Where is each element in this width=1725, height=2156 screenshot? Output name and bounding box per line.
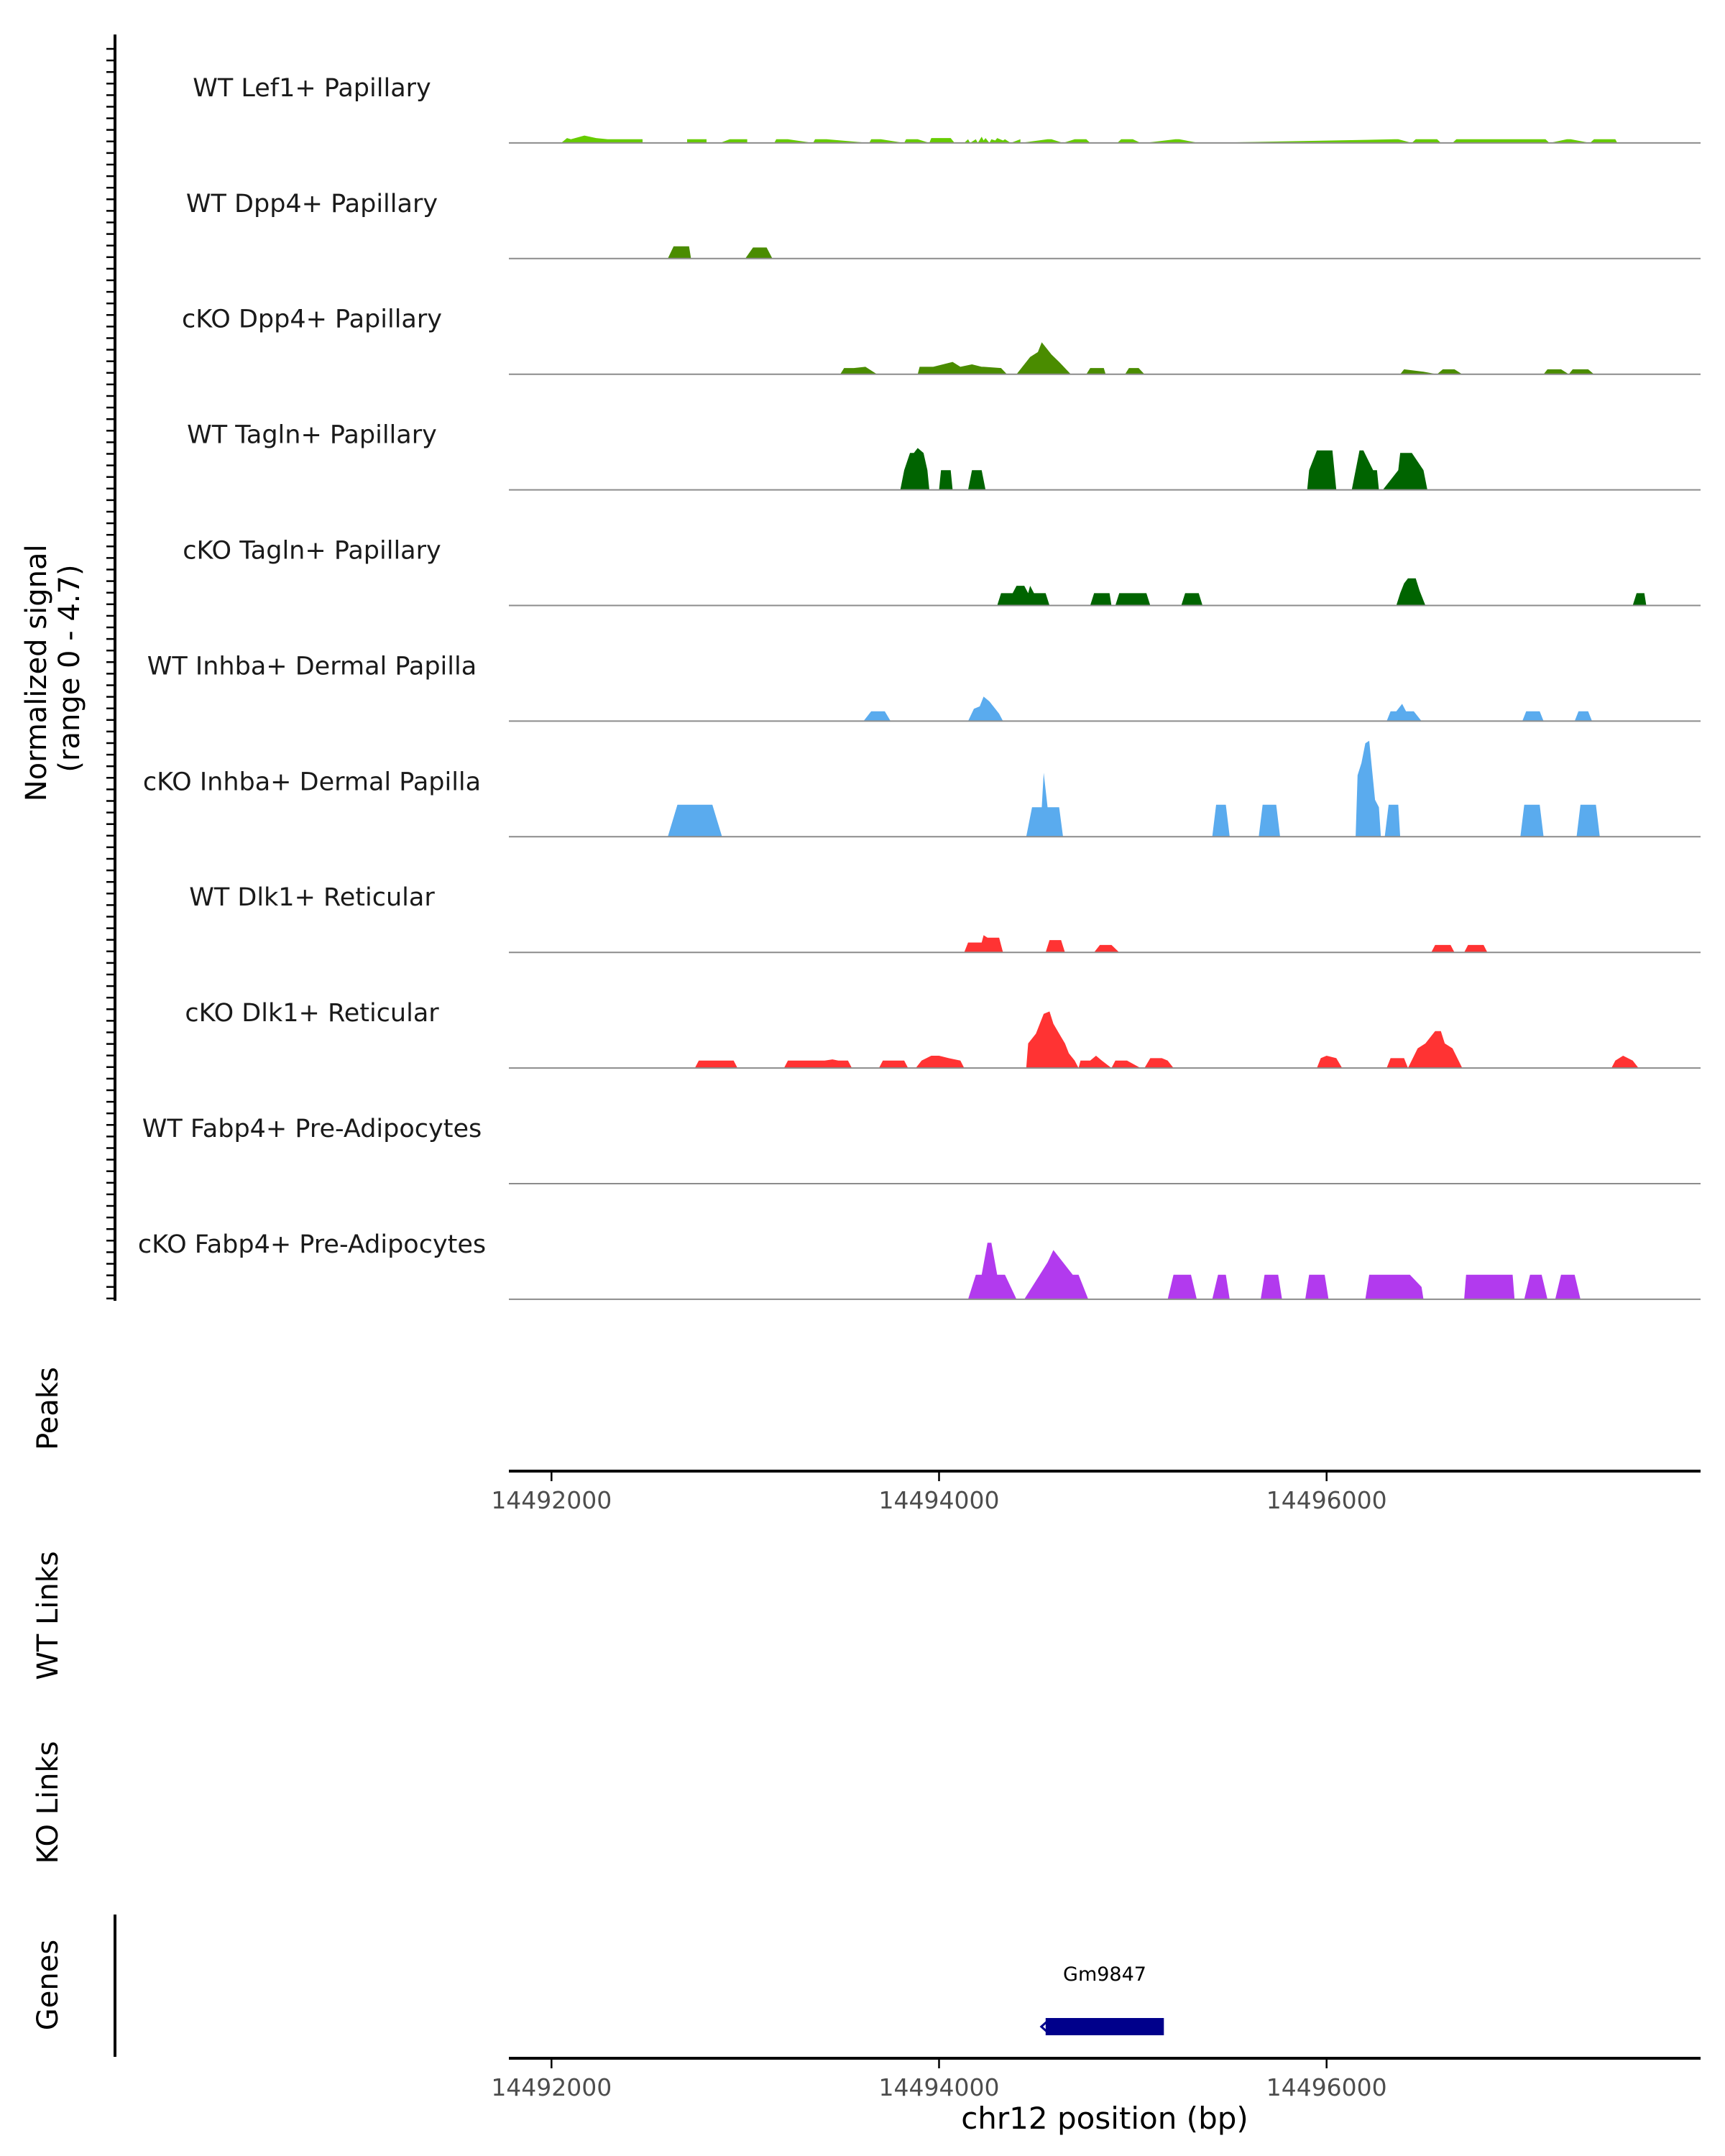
ko-links-label: KO Links	[32, 1741, 65, 1864]
track-label: cKO Dlk1+ Reticular	[185, 999, 439, 1028]
track-label: cKO Fabp4+ Pre-Adipocytes	[138, 1230, 486, 1259]
y-axis-label: Normalized signal (range 0 - 4.7)	[20, 535, 86, 802]
y-axis-label-line2: (range 0 - 4.7)	[53, 564, 86, 772]
coverage-area	[967, 1243, 1581, 1299]
track: WT Tagln+ Papillary	[187, 421, 1701, 491]
coverage-area	[668, 740, 1600, 837]
x-tick-label: 14492000	[491, 1486, 612, 1514]
coverage-area	[694, 1011, 1639, 1069]
x-tick-label: 14496000	[1266, 1486, 1387, 1514]
coverage-area	[997, 578, 1647, 606]
x-tick-label: 14494000	[879, 2073, 1000, 2101]
peaks-label: Peaks	[32, 1367, 65, 1450]
track: cKO Fabp4+ Pre-Adipocytes	[138, 1230, 1701, 1300]
track-label: WT Inhba+ Dermal Papilla	[147, 652, 477, 681]
wt-links-label: WT Links	[32, 1551, 65, 1680]
track-label: cKO Inhba+ Dermal Papilla	[143, 768, 481, 796]
gene-name: Gm9847	[1063, 1963, 1146, 1986]
y-axis-label-line1: Normalized signal	[20, 544, 53, 801]
coverage-area	[964, 935, 1488, 953]
genes-label: Genes	[32, 1940, 65, 2030]
gene-annotations: Gm9847	[1039, 1963, 1164, 2035]
genes-x-axis-ticks: 14492000 14494000 14496000	[491, 2060, 1387, 2101]
track-label: WT Dlk1+ Reticular	[189, 883, 435, 912]
x-tick-label: 14492000	[491, 2073, 612, 2101]
peaks-x-axis-ticks: 14492000 14494000 14496000	[491, 1473, 1387, 1514]
track: cKO Inhba+ Dermal Papilla	[143, 740, 1701, 838]
track-label: WT Tagln+ Papillary	[187, 421, 437, 450]
track: WT Lef1+ Papillary	[193, 74, 1701, 144]
x-axis-label: chr12 position (bp)	[961, 2101, 1248, 2136]
strand-arrow-icon	[1039, 2019, 1049, 2035]
coverage-area	[900, 448, 1427, 490]
track: WT Dpp4+ Papillary	[186, 190, 1701, 259]
track: WT Inhba+ Dermal Papilla	[147, 652, 1701, 722]
x-tick-label: 14494000	[879, 1486, 1000, 1514]
coverage-area	[561, 135, 1618, 143]
coverage-tracks: WT Lef1+ Papillary WT Dpp4+ Papillary cKO …	[138, 74, 1701, 1300]
track: WT Fabp4+ Pre-Adipocytes	[142, 1115, 1701, 1184]
coverage-area	[863, 696, 1592, 722]
track-label: WT Lef1+ Papillary	[193, 74, 431, 103]
track: cKO Tagln+ Papillary	[183, 537, 1701, 607]
track-label: cKO Dpp4+ Papillary	[182, 305, 442, 334]
track-label: cKO Tagln+ Papillary	[183, 537, 441, 566]
coverage-area	[668, 246, 773, 259]
track: cKO Dpp4+ Papillary	[182, 305, 1701, 375]
y-axis-ticks	[106, 47, 115, 1300]
track: WT Dlk1+ Reticular	[189, 883, 1701, 954]
track-label: WT Fabp4+ Pre-Adipocytes	[142, 1115, 482, 1143]
gene-body	[1045, 2018, 1164, 2035]
coverage-area	[840, 342, 1608, 374]
x-tick-label: 14496000	[1266, 2073, 1387, 2101]
track: cKO Dlk1+ Reticular	[185, 999, 1701, 1069]
track-label: WT Dpp4+ Papillary	[186, 190, 438, 218]
